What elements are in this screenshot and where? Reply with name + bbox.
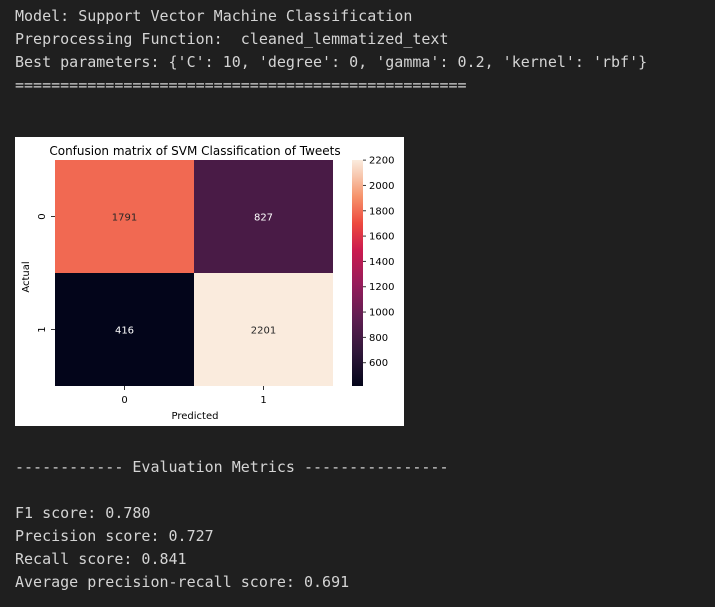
colorbar-tick-label: 1000: [369, 308, 394, 319]
avg-precision-recall-line: Average precision-recall score: 0.691: [15, 573, 350, 591]
confusion-matrix-chart: Confusion matrix of SVM Classification o…: [21, 144, 394, 422]
x-tick-label: 0: [121, 395, 127, 406]
heatmap-cell: [55, 160, 194, 273]
heatmap-cell-value: 416: [115, 326, 134, 337]
precision-score-line: Precision score: 0.727: [15, 527, 214, 545]
colorbar-tick-label: 600: [369, 358, 388, 369]
heatmap-cell-value: 2201: [251, 326, 276, 337]
colorbar-tick-label: 800: [369, 333, 388, 344]
f1-score-line: F1 score: 0.780: [15, 504, 151, 522]
metrics-header: ------------ Evaluation Metrics --------…: [15, 458, 449, 476]
x-axis-label: Predicted: [172, 411, 219, 422]
y-axis-label: Actual: [21, 261, 32, 292]
colorbar-tick-label: 1800: [369, 206, 394, 217]
colorbar-tick-label: 1600: [369, 232, 394, 243]
colorbar-tick-label: 1200: [369, 282, 394, 293]
preprocessing-line: Preprocessing Function: cleaned_lemmatiz…: [15, 30, 449, 48]
y-tick-label: 1: [37, 326, 48, 332]
heatmap-cell: [194, 273, 333, 386]
confusion-matrix-figure: Confusion matrix of SVM Classification o…: [15, 137, 404, 426]
heatmap-cell-value: 827: [254, 213, 273, 224]
model-line: Model: Support Vector Machine Classifica…: [15, 7, 413, 25]
heatmap-cell: [194, 160, 333, 273]
y-tick-label: 0: [37, 213, 48, 219]
colorbar-tick-label: 2000: [369, 181, 394, 192]
colorbar-tick-label: 1400: [369, 257, 394, 268]
colorbar-tick-label: 2200: [369, 156, 394, 167]
best-params-line: Best parameters: {'C': 10, 'degree': 0, …: [15, 53, 648, 71]
heatmap-cell-value: 1791: [112, 213, 137, 224]
recall-score-line: Recall score: 0.841: [15, 550, 187, 568]
separator-line: ========================================…: [15, 76, 467, 94]
chart-title: Confusion matrix of SVM Classification o…: [49, 144, 340, 158]
heatmap-cell: [55, 273, 194, 386]
colorbar: [352, 160, 363, 386]
x-tick-label: 1: [260, 395, 266, 406]
